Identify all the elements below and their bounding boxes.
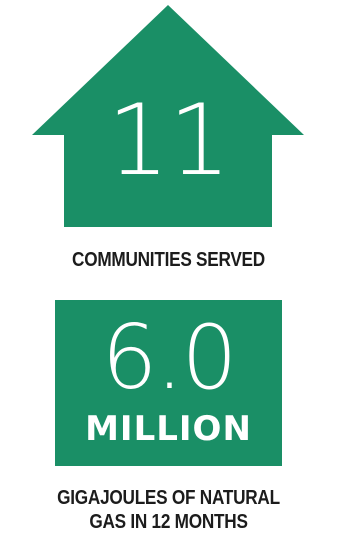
gas-volume-label-line2: GAS IN 12 MONTHS xyxy=(89,511,248,533)
house-icon xyxy=(32,5,304,227)
gas-volume-unit: MILLION xyxy=(85,409,252,449)
gas-volume-value: 6.0 xyxy=(101,306,238,409)
house-shape xyxy=(32,5,304,227)
communities-count: 11 xyxy=(107,84,231,198)
communities-label: COMMUNITIES SERVED xyxy=(72,249,265,271)
gas-volume-label: GIGAJOULES OF NATURAL GAS IN 12 MONTHS xyxy=(24,486,314,534)
gas-volume-box: 6.0 MILLION xyxy=(55,300,282,466)
gas-volume-label-line1: GIGAJOULES OF NATURAL xyxy=(57,487,280,509)
